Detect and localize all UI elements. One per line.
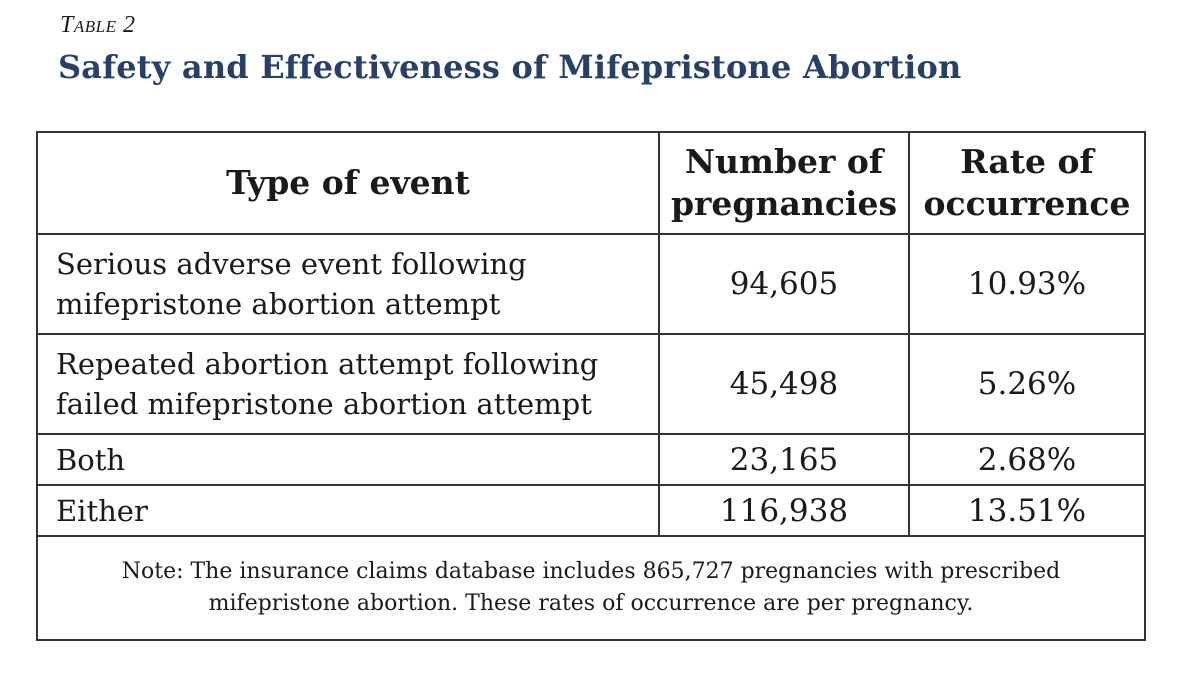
- table-row: Repeated abortion attempt following fail…: [36, 333, 1146, 435]
- rate-cell: 5.26%: [908, 333, 1146, 435]
- event-type-line2: mifepristone abortion attempt: [56, 287, 501, 321]
- header-type-label: Type of event: [226, 163, 470, 202]
- header-type: Type of event: [36, 131, 660, 235]
- event-type-cell: Repeated abortion attempt following fail…: [36, 333, 660, 435]
- table-row: Either 116,938 13.51%: [36, 484, 1146, 537]
- rate-cell: 13.51%: [908, 484, 1146, 537]
- header-rate: Rate of occurrence: [908, 131, 1146, 235]
- rate-cell: 10.93%: [908, 233, 1146, 335]
- pregnancies-cell: 45,498: [658, 333, 910, 435]
- pregnancies-cell: 116,938: [658, 484, 910, 537]
- pregnancies-cell: 23,165: [658, 433, 910, 486]
- event-type-line1: Serious adverse event following: [56, 247, 527, 281]
- header-rate-line2: occurrence: [923, 184, 1131, 223]
- event-type-line2: failed mifepristone abortion attempt: [56, 387, 592, 421]
- event-type-cell: Serious adverse event following mifepris…: [36, 233, 660, 335]
- event-type-cell: Either: [36, 484, 660, 537]
- header-row: Type of event Number of pregnancies Rate…: [36, 131, 1146, 235]
- note-line2: mifepristone abortion. These rates of oc…: [208, 591, 974, 616]
- rate-cell: 2.68%: [908, 433, 1146, 486]
- header-number-line2: pregnancies: [670, 184, 898, 223]
- pregnancies-cell: 94,605: [658, 233, 910, 335]
- header-number: Number of pregnancies: [658, 131, 910, 235]
- table-label: Table 2: [60, 12, 136, 38]
- event-type-cell: Both: [36, 433, 660, 486]
- data-table: Type of event Number of pregnancies Rate…: [36, 131, 1146, 641]
- table-title: Safety and Effectiveness of Mifepristone…: [58, 48, 962, 86]
- table-note: Note: The insurance claims database incl…: [36, 535, 1146, 641]
- table-row: Both 23,165 2.68%: [36, 433, 1146, 486]
- note-row: Note: The insurance claims database incl…: [36, 535, 1146, 641]
- header-rate-line1: Rate of: [960, 142, 1094, 181]
- note-line1: Note: The insurance claims database incl…: [121, 559, 1061, 584]
- table-row: Serious adverse event following mifepris…: [36, 233, 1146, 335]
- event-type-line1: Repeated abortion attempt following: [56, 347, 599, 381]
- header-number-line1: Number of: [684, 142, 884, 181]
